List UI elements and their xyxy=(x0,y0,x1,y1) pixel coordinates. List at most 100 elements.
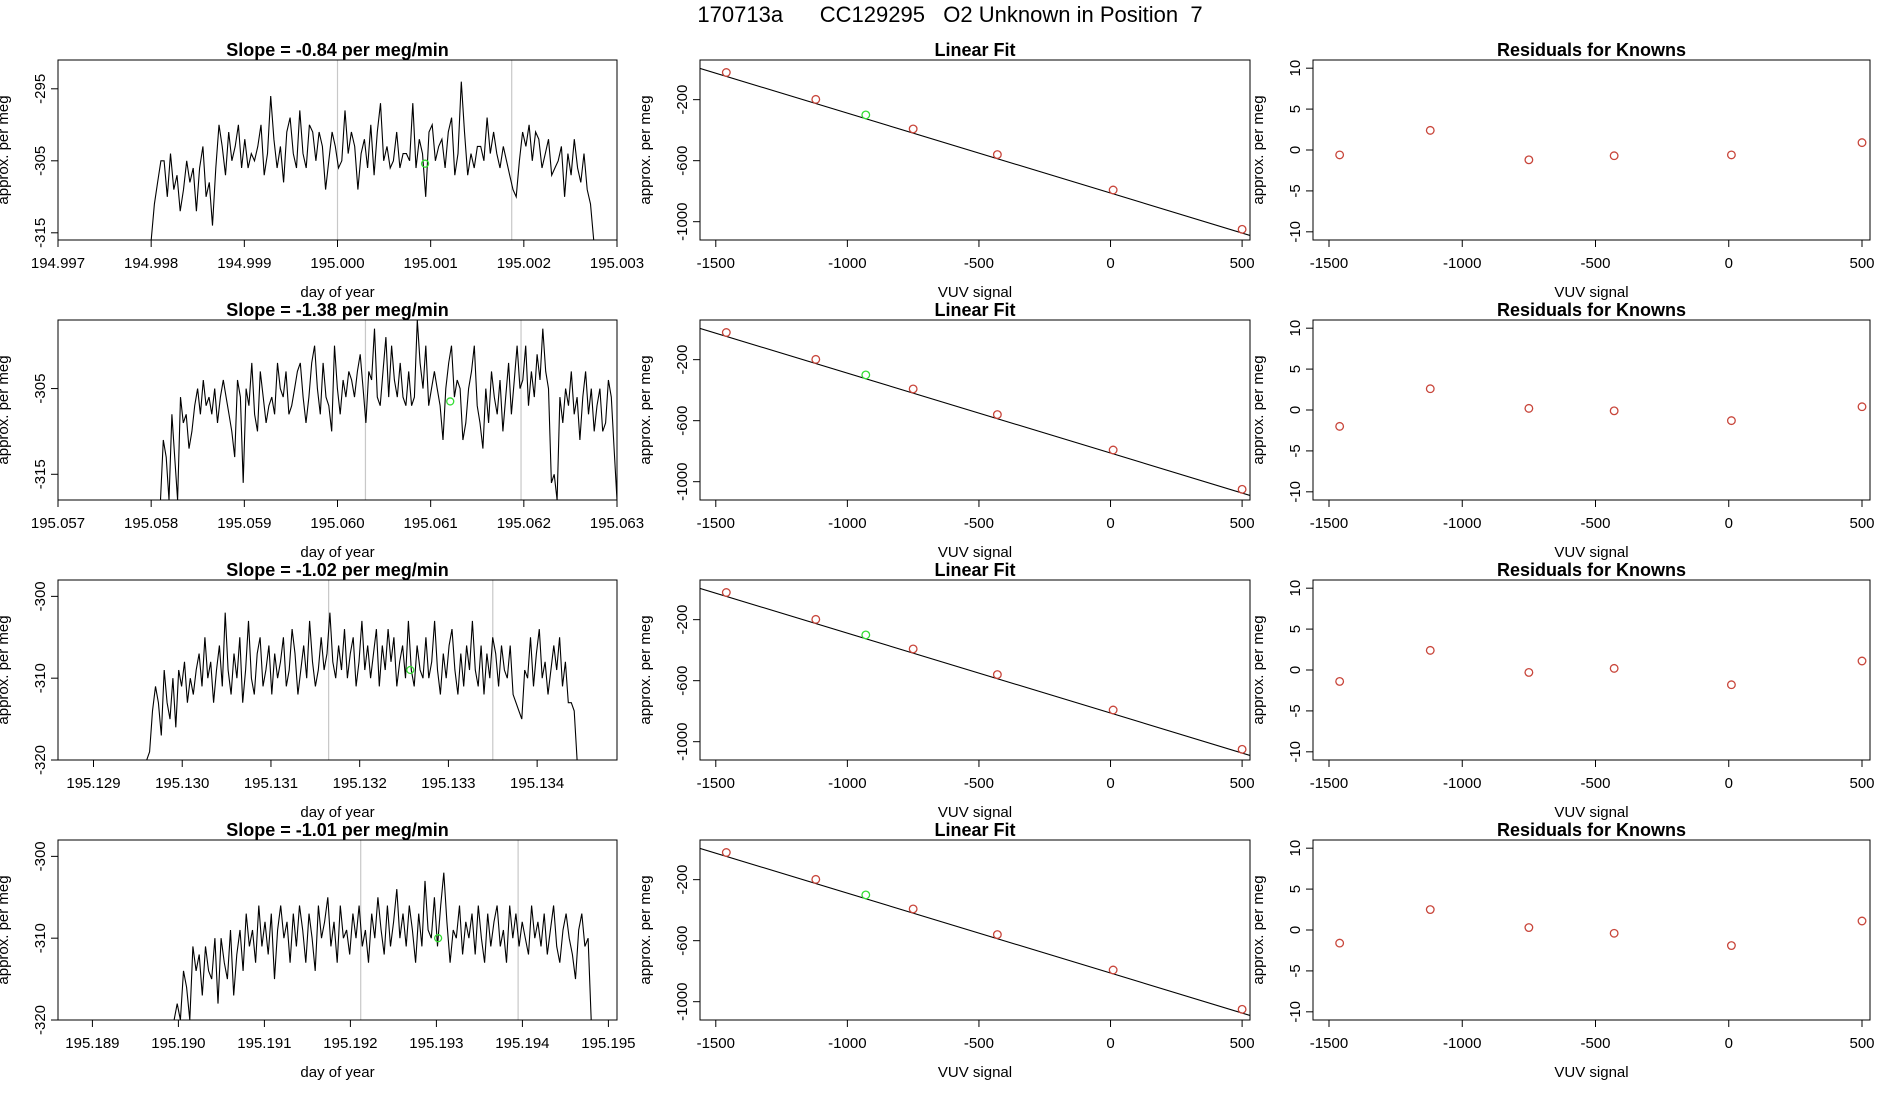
chart-title: Residuals for Knowns xyxy=(1497,40,1686,60)
y-tick-label: -200 xyxy=(674,865,691,895)
known-point xyxy=(721,328,731,337)
x-axis-label: day of year xyxy=(300,804,374,821)
y-axis-label: approx. per meg xyxy=(0,615,12,724)
x-tick-label: -1000 xyxy=(828,1035,866,1052)
x-axis-label: VUV signal xyxy=(938,544,1012,561)
chart-panel-linear_fit: Linear Fit VUV signal approx. per meg -1500… xyxy=(637,560,1255,821)
x-tick-label: 500 xyxy=(1849,515,1874,532)
plot-area xyxy=(700,327,1250,496)
known-point xyxy=(992,410,1002,420)
x-tick-label: 500 xyxy=(1849,775,1874,792)
known-point xyxy=(811,874,821,884)
chart-panel-linear_fit: Linear Fit VUV signal approx. per meg -1500… xyxy=(637,820,1255,1081)
x-axis-label: VUV signal xyxy=(1554,284,1628,301)
x-tick-label: 195.189 xyxy=(65,1035,119,1052)
x-tick-label: 195.195 xyxy=(581,1035,635,1052)
chart-panel-timeseries: Slope = -1.02 per meg/min day of year appr… xyxy=(0,560,618,821)
plot-frame xyxy=(699,59,1251,241)
fit-line xyxy=(700,587,1250,756)
y-tick-label: -600 xyxy=(674,146,691,176)
x-tick-label: 195.192 xyxy=(323,1035,377,1052)
plot-frame xyxy=(1312,59,1871,241)
plot-frame xyxy=(699,319,1251,501)
x-tick-label: -1000 xyxy=(1443,255,1481,272)
plot-area xyxy=(146,580,578,760)
residual-point xyxy=(1609,663,1619,673)
plot-frame xyxy=(57,579,618,761)
x-tick-label: -500 xyxy=(964,515,994,532)
residual-point xyxy=(1524,155,1534,165)
x-tick-label: 195.063 xyxy=(590,515,644,532)
x-tick-label: 195.129 xyxy=(66,775,120,792)
chart-panel-residuals: Residuals for Knowns VUV signal approx. pe… xyxy=(1250,300,1875,561)
x-tick-label: 195.057 xyxy=(31,515,85,532)
plot-area xyxy=(150,60,595,240)
x-tick-label: 194.999 xyxy=(217,255,271,272)
x-axis-label: VUV signal xyxy=(938,1064,1012,1081)
residual-point xyxy=(1425,384,1435,394)
y-tick-label: -200 xyxy=(674,605,691,635)
residual-point xyxy=(1609,151,1619,161)
x-tick-label: 195.191 xyxy=(237,1035,291,1052)
residual-point xyxy=(1524,923,1534,932)
chart-title: Slope = -1.01 per meg/min xyxy=(226,820,449,840)
x-tick-label: -1000 xyxy=(828,775,866,792)
known-point xyxy=(1108,705,1118,715)
y-tick-label: -10 xyxy=(1287,481,1304,503)
residual-point xyxy=(1335,150,1345,160)
y-axis-label: approx. per meg xyxy=(1250,615,1267,724)
y-tick-label: -295 xyxy=(32,74,49,104)
x-axis-label: VUV signal xyxy=(1554,1064,1628,1081)
chart-panel-timeseries: Slope = -1.01 per meg/min day of year appr… xyxy=(0,820,636,1081)
residual-point xyxy=(1609,928,1619,938)
y-axis-label: approx. per meg xyxy=(637,875,654,984)
x-tick-label: 0 xyxy=(1106,515,1114,532)
y-axis-label: approx. per meg xyxy=(637,95,654,204)
plot-area xyxy=(1335,645,1867,690)
chart-panel-residuals: Residuals for Knowns VUV signal approx. pe… xyxy=(1250,820,1875,1081)
x-tick-label: 194.997 xyxy=(31,255,85,272)
known-point xyxy=(908,904,918,914)
x-tick-label: 195.001 xyxy=(404,255,458,272)
chart-title: Slope = -1.02 per meg/min xyxy=(226,560,449,580)
page-title: 170713a CC129295 O2 Unknown in Position … xyxy=(0,2,1900,32)
residual-point xyxy=(1524,668,1534,677)
x-tick-label: -1500 xyxy=(1310,1035,1348,1052)
chart-panel-linear_fit: Linear Fit VUV signal approx. per meg -1500… xyxy=(637,300,1255,561)
y-axis-label: approx. per meg xyxy=(1250,875,1267,984)
x-axis-label: day of year xyxy=(300,544,374,561)
residual-point xyxy=(1335,421,1345,431)
x-tick-label: 500 xyxy=(1849,1035,1874,1052)
residual-point xyxy=(1335,938,1345,948)
y-tick-label: -315 xyxy=(32,218,49,248)
plot-area xyxy=(700,847,1250,1016)
y-tick-label: 10 xyxy=(1287,320,1304,337)
x-tick-label: 194.998 xyxy=(124,255,178,272)
y-tick-label: -320 xyxy=(32,1005,49,1035)
x-tick-label: 0 xyxy=(1725,1035,1733,1052)
chart-title: Residuals for Knowns xyxy=(1497,300,1686,320)
chart-panel-residuals: Residuals for Knowns VUV signal approx. pe… xyxy=(1250,560,1875,821)
plot-area xyxy=(1335,905,1867,950)
x-tick-label: -1000 xyxy=(1443,515,1481,532)
known-point xyxy=(811,614,821,624)
y-tick-label: 0 xyxy=(1287,926,1304,934)
chart-title: Linear Fit xyxy=(934,560,1015,580)
x-tick-label: 195.132 xyxy=(333,775,387,792)
residual-point xyxy=(1609,406,1619,416)
x-tick-label: 195.059 xyxy=(217,515,271,532)
y-tick-label: -200 xyxy=(674,345,691,375)
plot-frame xyxy=(57,839,618,1021)
page-title-description: O2 Unknown in Position 7 xyxy=(943,2,1203,27)
y-axis-label: approx. per meg xyxy=(0,875,12,984)
x-tick-label: -1000 xyxy=(828,515,866,532)
unknown-point xyxy=(433,934,443,943)
y-axis-label: approx. per meg xyxy=(1250,355,1267,464)
x-tick-label: -1500 xyxy=(1310,255,1348,272)
plot-frame xyxy=(1312,319,1871,501)
x-tick-label: 0 xyxy=(1106,255,1114,272)
y-tick-label: -5 xyxy=(1287,704,1304,717)
chart-title: Slope = -0.84 per meg/min xyxy=(226,40,449,60)
residual-point xyxy=(1425,905,1435,914)
chart-panel-timeseries: Slope = -1.38 per meg/min day of year appr… xyxy=(0,300,644,561)
